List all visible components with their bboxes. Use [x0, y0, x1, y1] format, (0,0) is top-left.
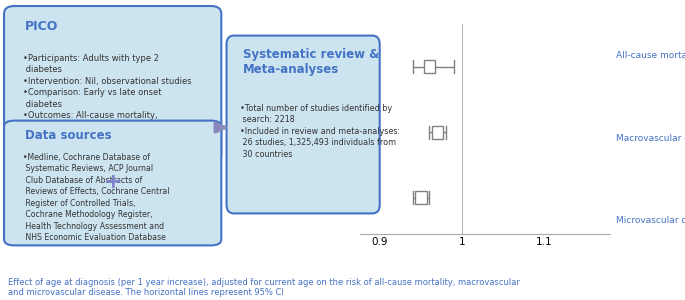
Text: •Total number of studies identified by
 search: 2218
•Included in review and met: •Total number of studies identified by s…	[240, 104, 400, 159]
FancyBboxPatch shape	[227, 36, 379, 213]
Bar	[415, 191, 427, 205]
Text: PICO: PICO	[25, 20, 58, 32]
Text: Macrovascular disease 0.97 (0.96, 0.98): Macrovascular disease 0.97 (0.96, 0.98)	[616, 134, 685, 142]
Text: Systematic review &
Meta-analyses: Systematic review & Meta-analyses	[242, 48, 379, 76]
Text: Microvascular disease 0.95 (0.94, 0.96): Microvascular disease 0.95 (0.94, 0.96)	[616, 216, 685, 225]
Bar	[423, 60, 435, 73]
FancyBboxPatch shape	[4, 6, 221, 162]
Text: +: +	[103, 172, 123, 191]
Text: Effect of age at diagnosis (per 1 year increase), adjusted for current age on th: Effect of age at diagnosis (per 1 year i…	[8, 278, 520, 297]
Text: All-cause mortality 0.96 (0.94, 0.99): All-cause mortality 0.96 (0.94, 0.99)	[616, 51, 685, 60]
Text: •Medline, Cochrane Database of
 Systematic Reviews, ACP Journal
 Club Database o: •Medline, Cochrane Database of Systemati…	[23, 153, 169, 242]
FancyBboxPatch shape	[4, 121, 221, 245]
Bar	[432, 126, 443, 139]
Text: Data sources: Data sources	[25, 129, 112, 142]
Text: •Participants: Adults with type 2
 diabetes
•Intervention: Nil, observational st: •Participants: Adults with type 2 diabet…	[23, 54, 192, 143]
